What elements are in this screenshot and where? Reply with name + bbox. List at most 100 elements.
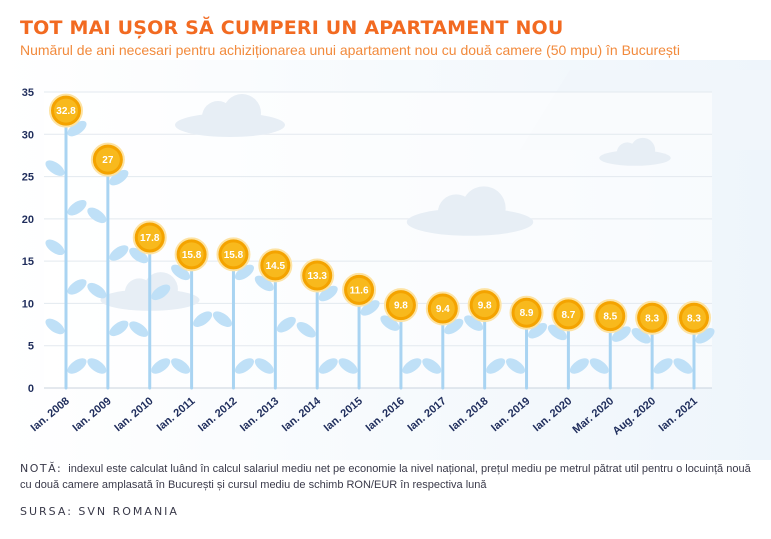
value-badge-inner [263,253,288,278]
flower-bar: 8.3 [631,300,673,390]
leaf [212,311,233,327]
value-label: 32.8 [56,106,76,117]
cloud-shape [175,94,285,137]
leaf [171,264,191,281]
leaf [360,300,380,316]
value-label: 8.3 [687,313,701,324]
leaf [87,358,107,374]
flower-bar: 14.5 [254,248,296,390]
flower-bar: 8.7 [547,297,589,390]
value-label: 8.9 [520,308,534,319]
y-axis: 0 5 10 15 20 25 30 35 [22,87,34,395]
value-badge-inner [388,293,413,318]
value-label: 14.5 [266,261,286,272]
value-label: 9.8 [394,301,408,312]
leaf [505,358,526,374]
value-badge-inner [95,147,120,172]
flower-bar: 13.3 [296,258,338,390]
leaf [67,199,87,216]
leaf [547,324,567,341]
value-label: 8.3 [645,313,659,324]
flower-bar: 17.8 [129,220,171,390]
leaf [129,247,149,264]
cloud-shape [406,186,534,236]
leaf [338,358,358,374]
y-tick-label: 30 [22,129,34,141]
leaf [87,207,107,224]
leaf [234,264,255,281]
leaf [673,358,693,374]
y-tick-label: 15 [22,256,34,268]
value-badge-inner [137,225,162,250]
value-badge-inner [221,242,246,267]
leaf [67,279,87,295]
value-badge-inner [347,277,372,302]
leaf [589,358,609,374]
value-badge-inner [54,98,78,123]
leaf [631,328,651,344]
value-badge-inner [598,304,623,329]
leaf [109,245,129,261]
value-label: 17.8 [140,233,160,244]
flower-bar: 15.8 [171,237,213,390]
leaf [611,326,631,342]
value-label: 27 [102,155,114,166]
value-badge-inner [430,296,455,321]
leaf [45,318,65,335]
value-badge-inner [556,302,581,327]
value-label: 15.8 [182,250,202,261]
leaf [276,316,296,333]
y-tick-label: 35 [22,87,34,99]
leaf [67,358,87,374]
leaf [171,358,191,374]
y-tick-label: 0 [28,383,34,395]
leaf [318,285,338,302]
leaf [318,358,338,374]
flower-bar: 8.3 [673,300,715,390]
flower-bar: 27 [87,142,129,390]
leaf [129,321,149,337]
value-label: 8.5 [603,312,617,323]
leaf [695,328,715,344]
leaf [67,120,87,137]
leaf [464,315,484,331]
value-badge-inner [514,300,539,325]
leaf [527,322,548,339]
leaf [486,358,506,374]
value-badge-inner [305,263,330,288]
value-label: 8.7 [561,310,575,321]
value-label: 13.3 [307,271,327,282]
flower-chart: 0 5 10 15 20 25 30 35 32.8 27 17.8 15.8 15.8 14.5 13.… [0,60,771,460]
leaf [109,320,129,337]
leaf [109,169,129,186]
value-badge-inner [472,293,497,318]
value-label: 9.8 [478,301,492,312]
y-tick-label: 20 [22,214,34,226]
y-tick-label: 5 [28,341,34,353]
leaf [653,358,673,374]
flower-bar: 8.5 [589,299,631,390]
leaf [193,311,213,327]
footnote: NOTĂ: indexul este calculat luând în cal… [20,461,755,493]
flower-bar: 32.8 [45,93,87,390]
flower-bar: 9.4 [422,291,464,390]
background-clouds [100,94,671,311]
chart-title: TOT MAI UȘOR SĂ CUMPERI UN APARTAMENT NO… [20,17,564,39]
value-label: 11.6 [350,285,369,296]
leaf [45,239,65,256]
leaf [45,160,65,176]
value-label: 9.4 [436,304,450,315]
leaf [296,322,316,338]
value-label: 15.8 [224,250,244,261]
y-tick-label: 25 [22,172,34,184]
flower-bar: 11.6 [338,272,380,390]
leaf [254,275,274,292]
flower-stems: 32.8 27 17.8 15.8 15.8 14.5 13.3 11.6 9.8 9.4 9.8 8… [45,93,715,390]
leaf [444,318,464,335]
footnote-text: indexul este calculat luând în calcul sa… [20,463,751,491]
flower-bar: 8.9 [505,295,548,390]
source-credit: SURSA: SVN ROMANIA [20,505,179,518]
flower-bar: 15.8 [212,237,255,390]
footnote-label: NOTĂ: [20,462,63,475]
leaf [402,358,422,374]
